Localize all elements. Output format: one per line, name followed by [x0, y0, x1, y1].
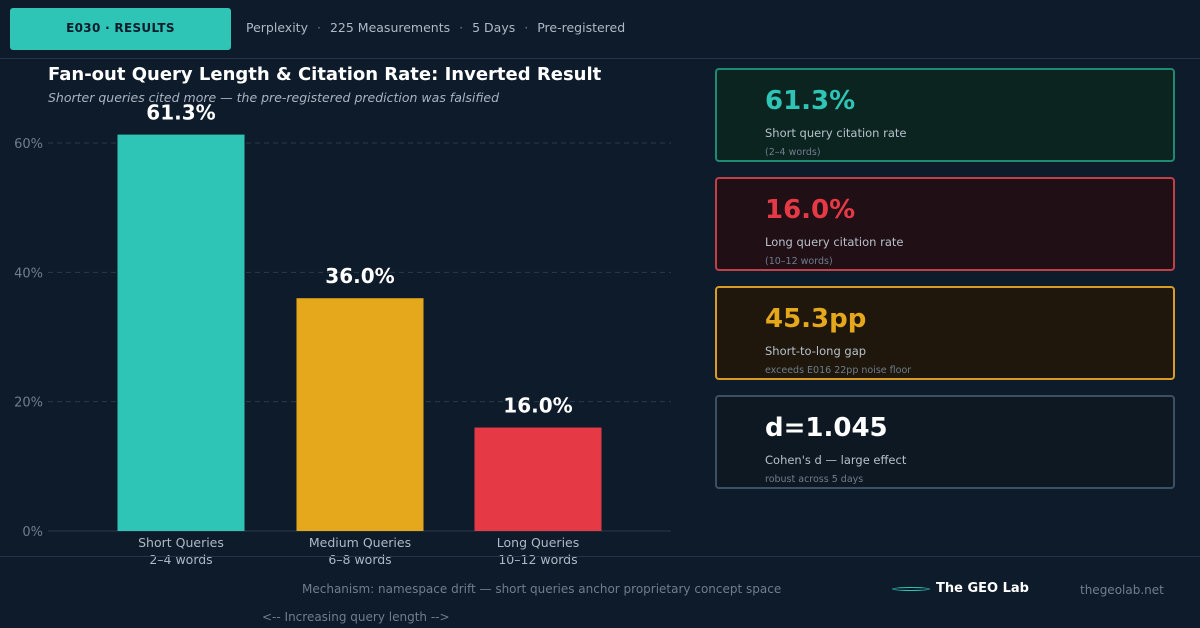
x-tick-label: Medium Queries — [309, 535, 411, 550]
bar-short-queries — [117, 134, 245, 532]
data-label: 36.0% — [325, 264, 394, 288]
meta-measurements: 225 Measurements — [329, 20, 451, 35]
y-tick-label: 40% — [14, 266, 43, 281]
brand-name: The GEO Lab — [936, 581, 1029, 596]
stat-label: Short query citation rate — [765, 126, 907, 140]
x-tick-sublabel: 10–12 words — [498, 552, 577, 567]
stat-card: 45.3pp Short-to-long gap exceeds E016 22pp… — [715, 286, 1175, 380]
query-length-axis-note: <-- Increasing query length --> — [262, 610, 450, 624]
chart-title: Fan-out Query Length & Citation Rate: In… — [48, 64, 602, 85]
stat-note: (10–12 words) — [765, 256, 833, 267]
x-tick-label: Long Queries — [497, 535, 580, 550]
stat-note: (2–4 words) — [765, 147, 821, 158]
stat-card: 16.0% Long query citation rate (10–12 word… — [715, 177, 1175, 271]
mechanism-note: Mechanism: namespace drift — short queri… — [302, 582, 782, 596]
data-label: 16.0% — [503, 394, 572, 418]
stat-card: 61.3% Short query citation rate (2–4 words… — [715, 68, 1175, 162]
top-bar: E030 · RESULTS Perplexity · 225 Measurem… — [0, 0, 1200, 59]
bar-chart: 0% 20% 40% 60% 61.3% Short Queries 2–4 words 36… — [14, 101, 671, 567]
site-link[interactable]: thegeolab.net — [1080, 583, 1164, 597]
meta-preregistered: Pre-registered — [537, 20, 626, 35]
x-tick-sublabel: 6–8 words — [328, 552, 391, 567]
stat-card: d=1.045 Cohen's d — large effect robust ac… — [715, 395, 1175, 489]
y-tick-label: 60% — [14, 137, 43, 152]
meta-info: Perplexity · 225 Measurements · 5 Days ·… — [246, 20, 625, 35]
stat-value: 61.3% — [765, 86, 856, 116]
geo-lab-logo-icon — [892, 586, 930, 591]
meta-platform: Perplexity — [246, 20, 308, 35]
stat-value: d=1.045 — [765, 413, 888, 443]
y-tick-label: 0% — [22, 525, 43, 540]
stat-value: 16.0% — [765, 195, 856, 225]
stat-note: robust across 5 days — [765, 474, 864, 485]
stat-note: exceeds E016 22pp noise floor — [765, 365, 912, 376]
stat-label: Cohen's d — large effect — [765, 453, 907, 467]
y-tick-label: 20% — [14, 396, 43, 411]
data-label: 61.3% — [146, 101, 215, 125]
chart-subtitle: Shorter queries cited more — the pre-reg… — [48, 90, 500, 105]
footer-divider — [0, 556, 1200, 557]
stat-label: Short-to-long gap — [765, 344, 867, 358]
meta-separator: · — [459, 20, 464, 35]
stat-label: Long query citation rate — [765, 235, 904, 249]
x-tick-label: Short Queries — [138, 535, 224, 550]
bar-long-queries — [474, 427, 602, 531]
meta-duration: 5 Days — [472, 20, 516, 35]
meta-separator: · — [316, 20, 321, 35]
bar-medium-queries — [296, 298, 424, 531]
brand[interactable]: The GEO Lab — [892, 581, 1029, 596]
meta-separator: · — [524, 20, 529, 35]
stat-value: 45.3pp — [765, 304, 867, 334]
x-tick-sublabel: 2–4 words — [149, 552, 212, 567]
results-badge: E030 · RESULTS — [10, 8, 231, 50]
